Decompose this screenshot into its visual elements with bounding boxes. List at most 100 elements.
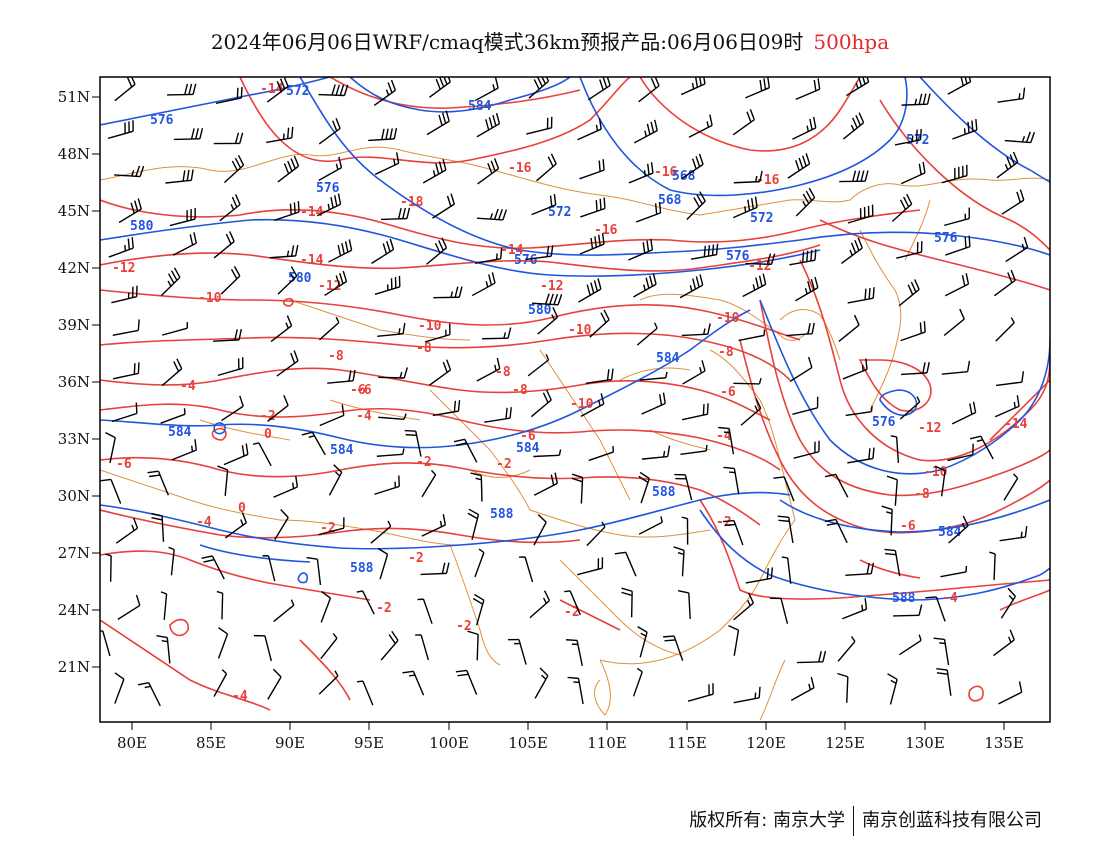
- wind-barb: [587, 77, 611, 101]
- wind-barb: [507, 638, 527, 665]
- wind-barb: [789, 249, 817, 266]
- wind-barb: [320, 633, 338, 660]
- wind-barb: [530, 389, 552, 418]
- wind-barb: [274, 200, 300, 221]
- height-label: 576: [316, 181, 340, 196]
- wind-barb: [262, 555, 276, 582]
- temp-label: -14: [300, 205, 324, 220]
- wind-barb: [732, 109, 755, 136]
- temp-label: 0: [264, 427, 272, 442]
- wind-barb: [887, 673, 898, 705]
- wind-barb: [637, 626, 648, 658]
- height-label: 572: [750, 211, 773, 226]
- temp-label: -6: [520, 429, 536, 444]
- wind-barb: [474, 548, 485, 578]
- wind-barb: [137, 681, 161, 707]
- wind-barb: [319, 316, 340, 341]
- wind-barb: [795, 276, 819, 302]
- wind-barb: [638, 471, 650, 504]
- wind-barb: [476, 112, 501, 138]
- wind-barb: [477, 158, 500, 185]
- wind-barb: [374, 152, 400, 176]
- temp-label: -2: [564, 605, 580, 620]
- wind-barb: [173, 127, 204, 141]
- wind-barb: [267, 395, 289, 422]
- wind-barb: [219, 194, 241, 222]
- wind-barb: [318, 117, 341, 145]
- wind-barb: [686, 191, 706, 220]
- wind-barb: [328, 239, 353, 263]
- wind-barb: [253, 634, 272, 662]
- wind-barb: [628, 238, 654, 261]
- wind-barb: [845, 562, 875, 577]
- temp-label: -10: [418, 319, 442, 334]
- wind-barb: [476, 357, 501, 382]
- wind-barb: [679, 274, 704, 299]
- wind-barb: [934, 465, 946, 497]
- wind-barb: [114, 165, 145, 178]
- wind-barb: [356, 590, 375, 615]
- wind-barb: [884, 548, 901, 577]
- wind-barb: [745, 567, 774, 584]
- wind-barb: [969, 435, 994, 460]
- wind-barb: [847, 447, 875, 464]
- wind-barb: [614, 551, 637, 577]
- wind-barb: [900, 161, 926, 185]
- wind-barb: [733, 592, 755, 621]
- wind-barb: [1004, 131, 1036, 144]
- temp-label: -12: [748, 259, 771, 274]
- height-contours: [100, 77, 1050, 601]
- wind-barb: [566, 639, 583, 667]
- temp-label: -16: [594, 223, 618, 238]
- wind-barb: [161, 358, 183, 387]
- wind-barb: [996, 371, 1025, 387]
- wind-barb: [641, 445, 671, 460]
- wind-barb: [105, 431, 116, 464]
- wind-barb: [621, 587, 633, 618]
- lat-tick-label: 21N: [58, 658, 90, 676]
- wind-barb: [114, 672, 125, 704]
- wind-barb: [100, 630, 111, 657]
- wind-barb: [417, 598, 433, 624]
- wind-barb: [474, 77, 499, 102]
- wind-barb: [687, 683, 714, 702]
- temp-label: -2: [320, 521, 336, 536]
- wind-barb: [373, 79, 397, 107]
- wind-barb: [838, 314, 860, 342]
- wind-barb: [402, 670, 425, 696]
- wind-barb: [306, 556, 322, 586]
- height-label: 580: [288, 271, 312, 286]
- wind-barb: [900, 321, 926, 342]
- wind-barb: [475, 247, 503, 265]
- wind-barb: [162, 322, 189, 336]
- wind-barb: [998, 681, 1023, 705]
- wind-barb: [318, 517, 345, 536]
- wind-barb: [677, 589, 691, 619]
- lon-tick-label: 95E: [354, 734, 384, 752]
- height-label: 572: [548, 205, 571, 220]
- wind-barb: [680, 77, 706, 96]
- temperature-labels: -14 -16 -16 -18 -14 -16 -14 -16 -14 -12 …: [112, 82, 1028, 704]
- wind-barb: [270, 315, 293, 343]
- wind-barb: [533, 514, 547, 546]
- lon-tick-label: 100E: [429, 734, 469, 752]
- wind-barb: [216, 590, 224, 620]
- wind-barb: [217, 627, 229, 659]
- wind-barb: [633, 273, 657, 298]
- wind-barb: [377, 322, 406, 338]
- wind-barb: [993, 269, 1016, 297]
- wind-barb: [371, 238, 395, 264]
- wind-barb: [111, 285, 138, 304]
- wind-barb: [273, 475, 299, 498]
- wind-barb: [320, 591, 332, 623]
- wind-barb: [564, 590, 581, 616]
- lat-tick-label: 48N: [58, 145, 90, 163]
- wind-barb: [579, 159, 605, 180]
- wind-barb: [319, 404, 345, 427]
- lat-tick-label: 39N: [58, 316, 90, 334]
- wind-barb: [420, 562, 450, 576]
- wind-barb: [529, 590, 551, 619]
- wind-barb: [224, 512, 247, 539]
- wind-barb: [723, 466, 740, 495]
- wind-barb: [1005, 236, 1029, 263]
